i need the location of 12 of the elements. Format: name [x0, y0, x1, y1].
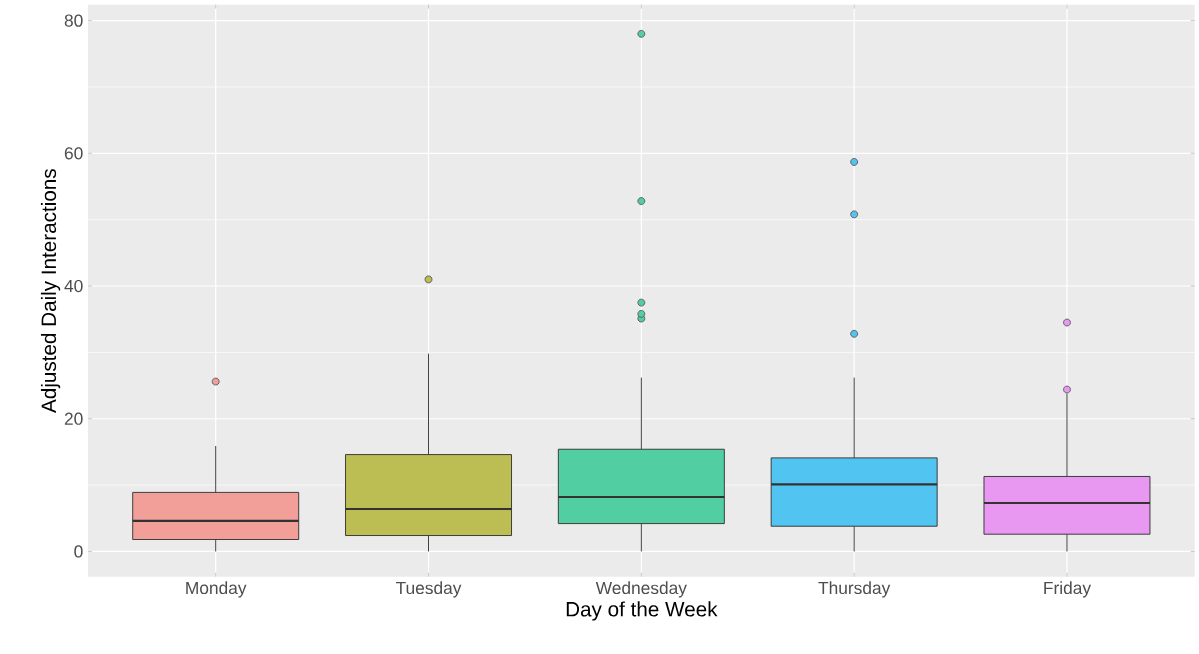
- y-tick-label: 60: [64, 147, 83, 160]
- y-tick-label: 40: [64, 279, 83, 293]
- y-tick-label: 0: [74, 545, 83, 558]
- x-tick-label: Thursday: [818, 581, 891, 598]
- x-axis-title: Day of the Week: [566, 601, 718, 621]
- y-tick-label: 20: [64, 412, 83, 425]
- x-tick-label: Friday: [1044, 581, 1092, 598]
- y-axis-title: Adjusted Daily Interactions: [40, 169, 61, 413]
- x-tick-label: Monday: [186, 581, 247, 598]
- y-tick-label: 80: [64, 14, 83, 27]
- x-tick-label: Tuesday: [395, 581, 462, 598]
- x-tick-label: Wednesday: [595, 581, 687, 598]
